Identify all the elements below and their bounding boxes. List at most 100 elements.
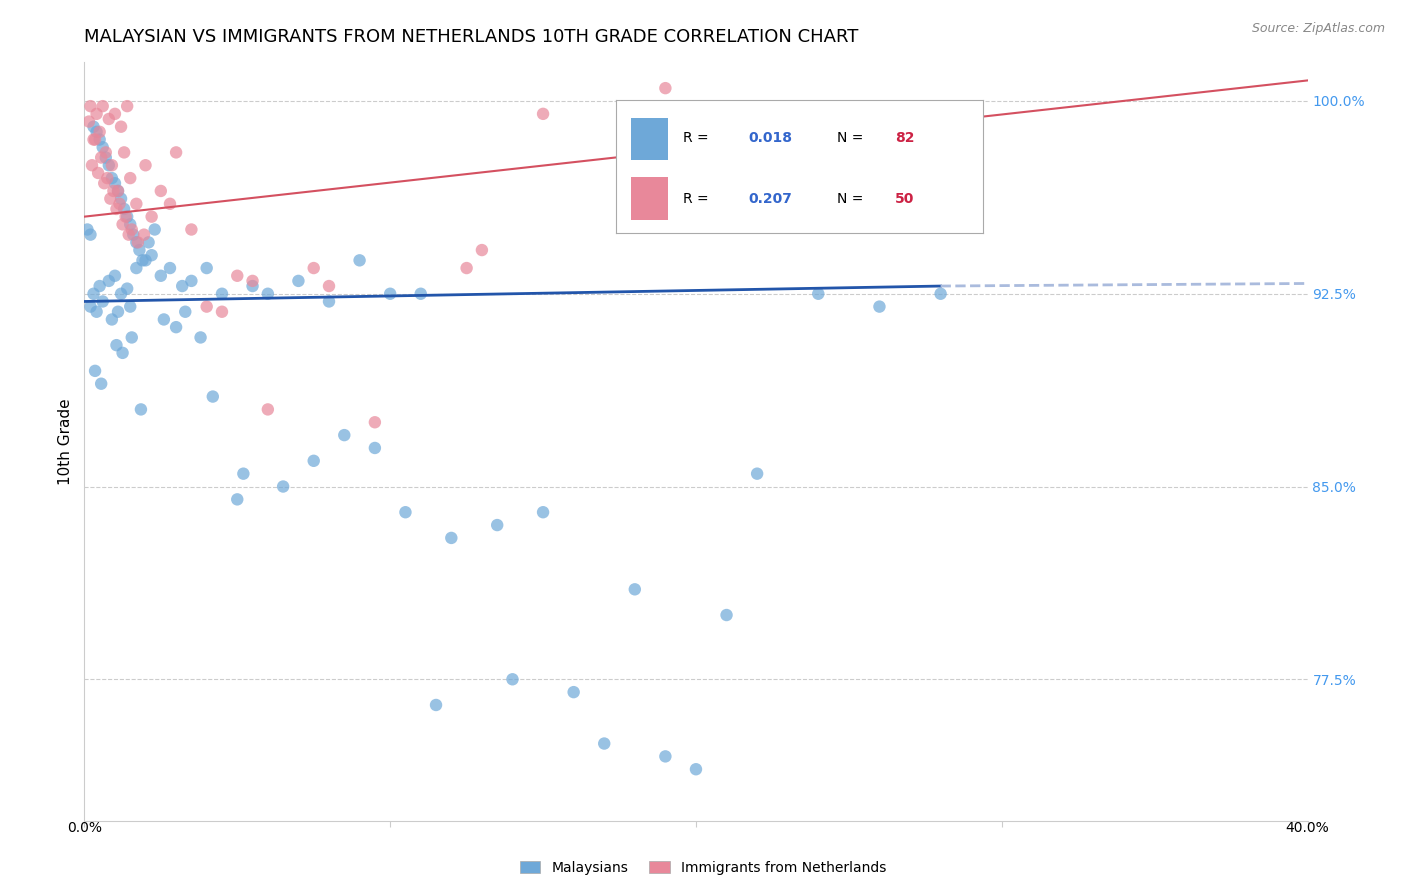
Point [104, 268, 127, 283]
Point [84, 364, 107, 378]
Point [685, 762, 707, 776]
Point [115, 210, 138, 224]
Point [110, 120, 132, 134]
Point [83, 286, 105, 301]
Point [425, 698, 447, 712]
Y-axis label: 10th Grade: 10th Grade [58, 398, 73, 485]
Point [257, 286, 280, 301]
Point [91, 294, 114, 309]
Point [593, 737, 616, 751]
Point [349, 253, 371, 268]
Point [104, 176, 127, 190]
Point [135, 253, 157, 268]
Point [380, 286, 402, 301]
Point [456, 261, 478, 276]
Point [195, 300, 218, 314]
Point [120, 300, 142, 314]
Point [409, 286, 432, 301]
Point [87, 166, 110, 180]
Point [127, 235, 149, 250]
Point [125, 196, 148, 211]
Point [440, 531, 463, 545]
Point [89, 132, 111, 146]
Point [84, 132, 107, 146]
Point [211, 286, 233, 301]
Point [125, 235, 148, 250]
Point [97, 112, 120, 126]
Point [869, 300, 891, 314]
Point [132, 227, 155, 242]
Point [129, 402, 152, 417]
Point [79, 300, 101, 314]
Point [141, 248, 163, 262]
Point [128, 243, 150, 257]
Point [105, 202, 128, 216]
Point [226, 492, 249, 507]
Point [302, 454, 325, 468]
Point [257, 402, 280, 417]
Point [149, 184, 172, 198]
Point [91, 140, 114, 154]
Point [107, 184, 129, 198]
Point [807, 286, 830, 301]
Point [90, 151, 112, 165]
Point [111, 218, 134, 232]
Point [86, 125, 108, 139]
Point [287, 274, 309, 288]
Point [120, 171, 142, 186]
Point [121, 222, 143, 236]
Point [86, 107, 108, 121]
Point [94, 151, 117, 165]
Point [118, 227, 141, 242]
Point [104, 107, 127, 121]
Point [105, 338, 128, 352]
Point [89, 279, 111, 293]
Point [115, 282, 138, 296]
Point [141, 210, 163, 224]
Point [101, 312, 124, 326]
Point [716, 607, 738, 622]
Point [115, 99, 138, 113]
Point [131, 253, 153, 268]
Point [471, 243, 494, 257]
Point [97, 158, 120, 172]
Point [333, 428, 356, 442]
Point [180, 274, 202, 288]
Point [90, 376, 112, 391]
Point [149, 268, 172, 283]
Point [172, 279, 194, 293]
Point [89, 125, 111, 139]
Point [394, 505, 416, 519]
Point [112, 145, 135, 160]
Point [76, 222, 98, 236]
Point [86, 304, 108, 318]
Point [91, 99, 114, 113]
Point [232, 467, 254, 481]
Point [364, 441, 387, 455]
Point [271, 479, 294, 493]
Point [122, 227, 145, 242]
Point [242, 274, 264, 288]
Point [624, 582, 647, 597]
Point [83, 120, 105, 134]
Point [302, 261, 325, 276]
Point [486, 518, 509, 533]
Point [96, 171, 118, 186]
Point [190, 330, 212, 344]
Point [364, 415, 387, 429]
Point [107, 304, 129, 318]
Point [93, 176, 115, 190]
Point [77, 114, 100, 128]
Point [318, 279, 340, 293]
Legend: Malaysians, Immigrants from Netherlands: Malaysians, Immigrants from Netherlands [515, 855, 891, 880]
Point [98, 192, 121, 206]
Point [97, 274, 120, 288]
Point [226, 268, 249, 283]
Point [654, 81, 676, 95]
Point [114, 210, 136, 224]
Point [747, 467, 769, 481]
Point [318, 294, 340, 309]
Text: 0.0%: 0.0% [67, 821, 101, 835]
Point [143, 222, 166, 236]
Point [79, 99, 101, 113]
